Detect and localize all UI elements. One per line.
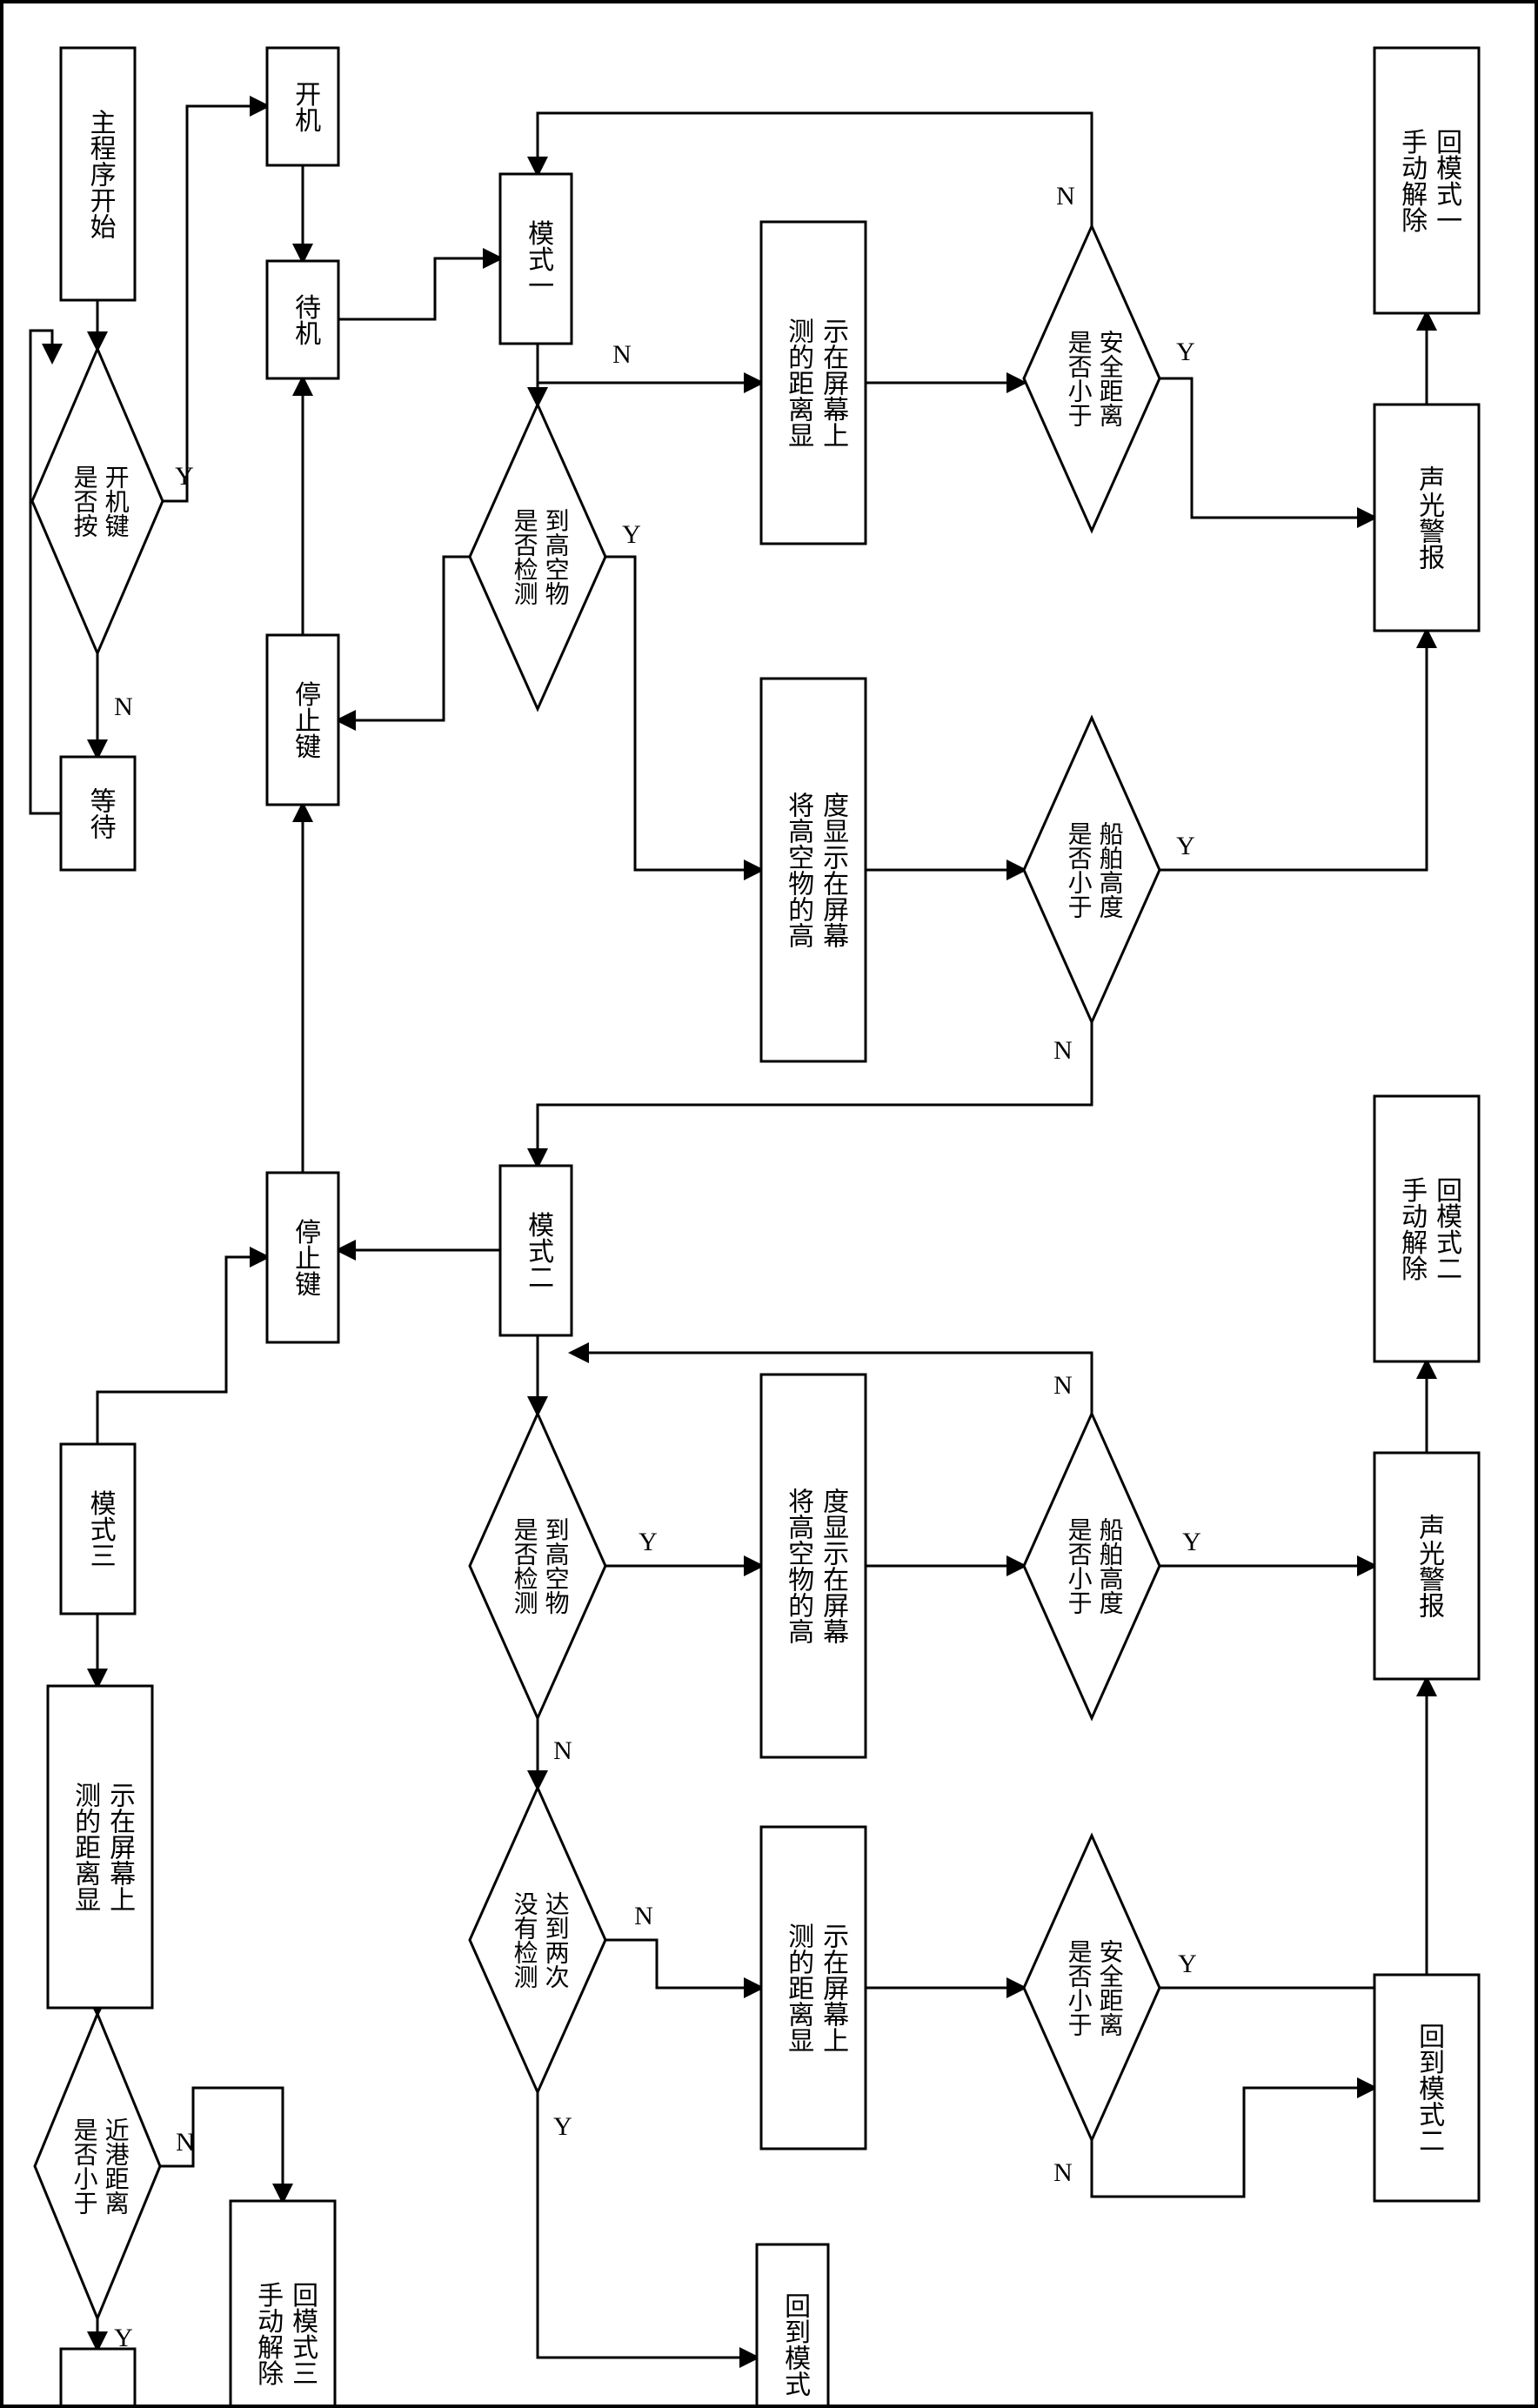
node-text: 手动解除 bbox=[1397, 129, 1428, 233]
node-text: 开机 bbox=[291, 81, 321, 133]
node-box bbox=[61, 2349, 135, 2408]
edge-e28 bbox=[1160, 1679, 1427, 1988]
decision-diamond bbox=[35, 2014, 160, 2318]
edge-label: Y bbox=[622, 520, 641, 549]
node-text: 度显示在屏幕 bbox=[819, 1488, 849, 1644]
edge-e9 bbox=[605, 557, 761, 870]
node-text: 声光警报 bbox=[1414, 465, 1445, 570]
edge-e38 bbox=[97, 1257, 267, 1444]
node-text: 测的距离显 bbox=[784, 1923, 813, 2053]
node-text: 停止键 bbox=[291, 681, 321, 759]
edge-label: N bbox=[634, 1902, 653, 1930]
decision-diamond bbox=[470, 1788, 605, 2092]
decision-text: 是否小于 bbox=[1065, 330, 1093, 427]
decision-text: 达到两次 bbox=[542, 1891, 569, 1989]
node-text: 回到模式一 bbox=[780, 2292, 811, 2408]
edge-label: N bbox=[1056, 182, 1075, 211]
node-text: 度显示在屏幕 bbox=[819, 792, 849, 948]
node-text: 示在屏幕上 bbox=[105, 1782, 136, 1912]
edge-e4 bbox=[30, 331, 61, 813]
node-text: 待机 bbox=[291, 294, 321, 346]
edge-e8 bbox=[538, 383, 761, 405]
decision-text: 是否小于 bbox=[1065, 1939, 1093, 2037]
node-text: 将高空物的高 bbox=[784, 792, 814, 948]
decision-text: 没有检测 bbox=[511, 1891, 538, 1989]
node-box bbox=[48, 1686, 152, 2008]
node-box bbox=[761, 679, 866, 1061]
node-text: 停止键 bbox=[291, 1219, 321, 1297]
edge-label: Y bbox=[1176, 338, 1195, 366]
node-box bbox=[761, 1827, 866, 2149]
edge-label: N bbox=[612, 340, 632, 369]
edge-e18 bbox=[338, 557, 470, 720]
decision-text: 是否小于 bbox=[70, 2117, 98, 2215]
node-text: 回模式三 bbox=[288, 2282, 318, 2386]
decision-text: 是否检测 bbox=[511, 508, 538, 605]
edge-label: Y bbox=[175, 462, 194, 491]
node-text: 模式三 bbox=[86, 1490, 117, 1569]
node-text: 测的距离显 bbox=[784, 318, 813, 448]
edge-e2 bbox=[163, 106, 267, 501]
edge-e22 bbox=[605, 1940, 761, 1988]
edge-label: N bbox=[1053, 2158, 1073, 2187]
decision-text: 是否检测 bbox=[511, 1517, 538, 1615]
edge-label: Y bbox=[1176, 832, 1195, 860]
edge-label: N bbox=[553, 1736, 572, 1765]
decision-diamond bbox=[470, 405, 605, 709]
decision-diamond bbox=[470, 1414, 605, 1718]
node-text: 回模式二 bbox=[1432, 1177, 1462, 1281]
edge-e14 bbox=[1160, 631, 1427, 870]
node-box bbox=[1374, 48, 1479, 313]
edge-label: Y bbox=[1182, 1528, 1201, 1556]
decision-diamond bbox=[1024, 1836, 1160, 2140]
node-text: 示在屏幕上 bbox=[819, 1923, 849, 2053]
node-text: 模式一 bbox=[524, 220, 554, 298]
node-box bbox=[1374, 1096, 1479, 1361]
node-box bbox=[231, 2201, 335, 2408]
decision-text: 是否按 bbox=[70, 465, 98, 538]
edge-label: N bbox=[176, 2128, 195, 2157]
decision-text: 开机键 bbox=[102, 465, 130, 538]
node-text: 模式二 bbox=[524, 1212, 554, 1290]
edge-e29 bbox=[1092, 2088, 1374, 2197]
node-text: 示在屏幕上 bbox=[819, 318, 849, 448]
edge-label: Y bbox=[1178, 1950, 1197, 1978]
flowchart: 主程序开始是否按开机键等待模式三测的距离显示在屏幕上是否小于近港距离声光警报手动… bbox=[0, 0, 1538, 2408]
edge-label: Y bbox=[639, 1528, 658, 1556]
decision-text: 是否小于 bbox=[1065, 1517, 1093, 1615]
decision-text: 到高空物 bbox=[542, 1517, 570, 1615]
decision-text: 船舶高度 bbox=[1096, 821, 1124, 919]
node-text: 手动解除 bbox=[1397, 1177, 1428, 1281]
edge-e12 bbox=[1160, 378, 1374, 518]
node-text: 测的距离显 bbox=[70, 1782, 100, 1912]
edge-label: Y bbox=[553, 2112, 572, 2141]
decision-diamond bbox=[1024, 718, 1160, 1022]
decision-diamond bbox=[32, 349, 163, 653]
node-text: 手动解除 bbox=[253, 2282, 284, 2386]
decision-diamond bbox=[1024, 1414, 1160, 1718]
node-text: 等待 bbox=[86, 787, 117, 839]
decision-text: 船舶高度 bbox=[1096, 1517, 1124, 1615]
node-text: 回模式一 bbox=[1432, 129, 1462, 233]
node-text: 主程序开始 bbox=[86, 109, 117, 239]
decision-diamond bbox=[1024, 226, 1160, 531]
node-box bbox=[761, 222, 866, 544]
edge-label: N bbox=[1053, 1036, 1073, 1065]
decision-text: 是否小于 bbox=[1065, 821, 1093, 919]
decision-text: 安全距离 bbox=[1096, 1939, 1124, 2037]
decision-text: 安全距离 bbox=[1096, 330, 1124, 427]
node-text: 声光警报 bbox=[1414, 1514, 1445, 1618]
edge-e6 bbox=[338, 258, 500, 319]
edge-label: N bbox=[1053, 1371, 1073, 1400]
node-text: 将高空物的高 bbox=[784, 1488, 814, 1644]
decision-text: 到高空物 bbox=[542, 508, 570, 605]
decision-text: 近港距离 bbox=[102, 2117, 130, 2215]
edge-label: Y bbox=[114, 2324, 133, 2352]
edge-label: N bbox=[114, 692, 133, 721]
edge-e13 bbox=[538, 113, 1092, 226]
node-text: 回到模式二 bbox=[1414, 2023, 1445, 2153]
node-box bbox=[761, 1375, 866, 1757]
